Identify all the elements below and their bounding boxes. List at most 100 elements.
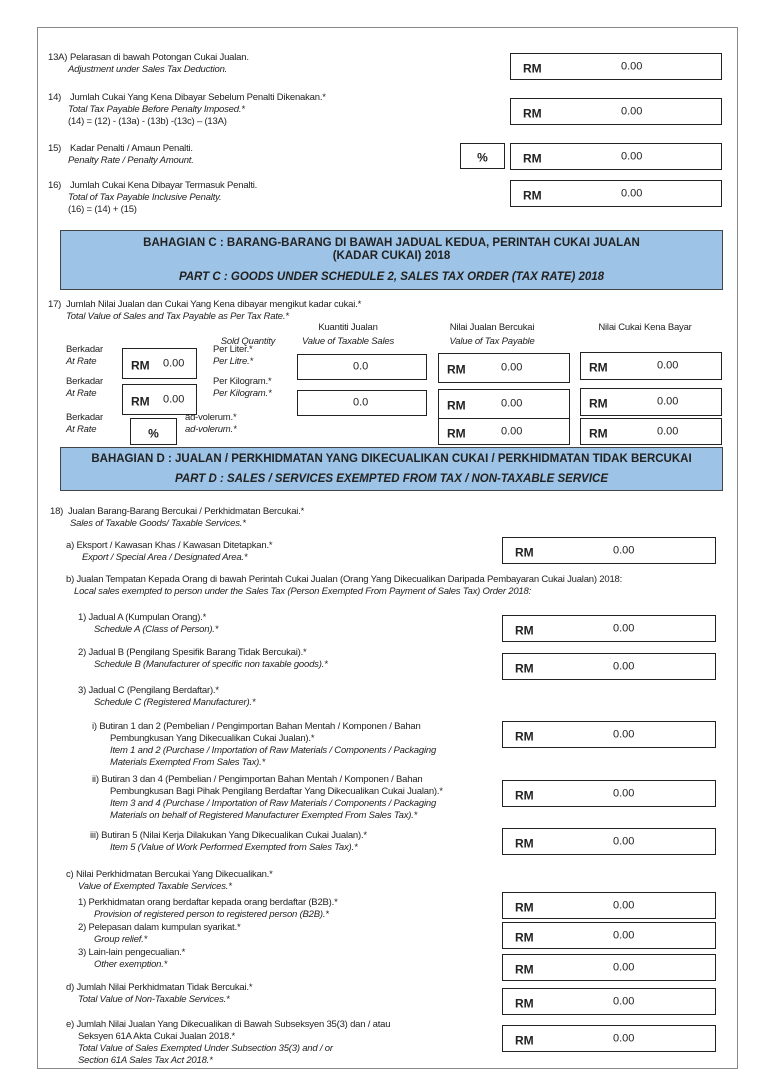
tax-payable-field-2[interactable]: RM 0.00	[580, 418, 722, 445]
field-value: 0.00	[613, 786, 635, 799]
rate-field-1[interactable]: RM 0.00	[122, 384, 197, 415]
part-d-e-ms1-text: e) Jumlah Nilai Jualan Yang Dikecualikan…	[66, 1019, 391, 1030]
field-value: 0.00	[613, 960, 635, 973]
field-value: 0.00	[621, 104, 643, 117]
part-d-b1-ms-text: 1) Jadual A (Kumpulan Orang).*	[78, 612, 207, 623]
rate-percent-field-2[interactable]: %	[130, 418, 177, 445]
currency-label: RM	[589, 396, 608, 411]
items-s16-ms-text: Jumlah Cukai Kena Dibayar Termasuk Penal…	[70, 180, 258, 191]
part-d-header: BAHAGIAN D : JUALAN / PERKHIDMATAN YANG …	[60, 447, 723, 491]
currency-label: RM	[515, 1032, 534, 1047]
part-d-b3iii-en-text: Item 5 (Value of Work Performed Exempted…	[110, 842, 358, 853]
field-value: 0.00	[621, 186, 643, 199]
part-c-rows-2-rate-en-text: At Rate	[66, 424, 97, 435]
currency-label: RM	[131, 357, 150, 372]
item-5-field[interactable]: RM 0.00	[502, 828, 716, 855]
currency-label: RM	[589, 360, 608, 375]
part-c-q17-ms-text: Jumlah Nilai Jualan dan Cukai Yang Kena …	[66, 299, 362, 310]
tax-payable-field-1[interactable]: RM 0.00	[580, 388, 722, 416]
part-d-b1-en-text: Schedule A (Class of Person).*	[94, 624, 219, 635]
part-c-rows-2-unit-en-text: ad-volerum.*	[185, 424, 237, 435]
tax-payable-field-0[interactable]: RM 0.00	[580, 352, 722, 380]
taxable-sales-field-2[interactable]: RM 0.00	[438, 418, 570, 445]
part-d-b2-ms-text: 2) Jadual B (Pengilang Spesifik Barang T…	[78, 647, 307, 658]
penalty-rate-field[interactable]: %	[460, 143, 505, 169]
field-value: 0.00	[613, 834, 635, 847]
part-d-c-en-text: Value of Exempted Taxable Services.*	[78, 881, 232, 892]
part-d-q18-ms-text: Jualan Barang-Barang Bercukai / Perkhidm…	[68, 506, 305, 517]
field-value: 0.00	[613, 621, 635, 634]
items-s13A-ms-text: Pelarasan di bawah Potongan Cukai Jualan…	[70, 52, 249, 63]
part-d-b3ii-ms2-text: Pembungkusan Bagi Pihak Pengilang Berdaf…	[110, 786, 443, 797]
items-s15-num-text: 15)	[48, 143, 62, 154]
item-3-4-field[interactable]: RM 0.00	[502, 780, 716, 807]
part-d-b3iii-ms-text: iii) Butiran 5 (Nilai Kerja Dilakukan Ya…	[90, 830, 367, 841]
part-d-c3-ms-text: 3) Lain-lain pengecualian.*	[78, 947, 186, 958]
field-value: 0.00	[621, 149, 643, 162]
exempted-sales-35-3-field[interactable]: RM 0.00	[502, 1025, 716, 1052]
part-d-c-ms-text: c) Nilai Perkhidmatan Bercukai Yang Dike…	[66, 869, 273, 880]
part-c-rows-1-rate-ms-text: Berkadar	[66, 376, 103, 387]
field-value: 0.0	[353, 360, 369, 373]
field-value: 0.00	[501, 424, 523, 437]
rate-field-0[interactable]: RM 0.00	[122, 348, 197, 379]
currency-label: RM	[131, 393, 150, 408]
export-field[interactable]: RM 0.00	[502, 537, 716, 564]
items-s16-en-text: Total of Tax Payable Inclusive Penalty.	[68, 192, 222, 203]
part-c-rows-2-rate-ms-text: Berkadar	[66, 412, 103, 423]
tax-before-penalty-field[interactable]: RM 0.00	[510, 98, 722, 125]
adjustment-field[interactable]: RM 0.00	[510, 53, 722, 80]
items-s13A-en-text: Adjustment under Sales Tax Deduction.	[68, 64, 228, 75]
field-value: 0.00	[621, 59, 643, 72]
part-d-e-en2-text: Section 61A Sales Tax Act 2018.*	[78, 1055, 213, 1066]
b2b-field[interactable]: RM 0.00	[502, 892, 716, 919]
part-c-title-ms-2: (KADAR CUKAI) 2018	[332, 250, 451, 262]
items-s16-formula-text: (16) = (14) + (15)	[68, 204, 137, 215]
currency-label: RM	[523, 150, 542, 165]
currency-label: RM	[447, 425, 466, 440]
part-c-rows-1-rate-en-text: At Rate	[66, 388, 97, 399]
part-c-rows-0-unit-en-text: Per Litre.*	[213, 356, 254, 367]
items-s14-formula-text: (14) = (12) - (13a) - (13b) -(13c) – (13…	[68, 116, 227, 127]
group-relief-field[interactable]: RM 0.00	[502, 922, 716, 949]
currency-label: RM	[515, 899, 534, 914]
taxable-sales-field-1[interactable]: RM 0.00	[438, 389, 570, 419]
items-s13A-num-text: 13A)	[48, 52, 68, 63]
currency-label: RM	[515, 929, 534, 944]
part-d-a-en-text: Export / Special Area / Designated Area.…	[82, 552, 248, 563]
other-exemption-field[interactable]: RM 0.00	[502, 954, 716, 981]
currency-label: RM	[515, 728, 534, 743]
currency-label: RM	[523, 60, 542, 75]
part-c-headers-qty-ms-text: Kuantiti Jualan	[318, 322, 378, 333]
taxable-sales-field-0[interactable]: RM 0.00	[438, 353, 570, 383]
part-d-c1-ms-text: 1) Perkhidmatan orang berdaftar kepada o…	[78, 897, 338, 908]
part-c-title-ms-1: BAHAGIAN C : BARANG-BARANG DI BAWAH JADU…	[143, 237, 640, 249]
tax-inclusive-penalty-field[interactable]: RM 0.00	[510, 180, 722, 207]
currency-label: RM	[447, 398, 466, 413]
currency-label: RM	[515, 544, 534, 559]
part-d-b3ii-en2-text: Materials on behalf of Registered Manufa…	[110, 810, 418, 821]
part-c-rows-0-rate-ms-text: Berkadar	[66, 344, 103, 355]
percent-symbol: %	[148, 425, 159, 440]
items-s15-ms-text: Kadar Penalti / Amaun Penalti.	[70, 143, 193, 154]
part-c-rows-1-unit-ms-text: Per Kilogram.*	[213, 376, 272, 387]
currency-label: RM	[523, 187, 542, 202]
part-d-b3i-en1-text: Item 1 and 2 (Purchase / Importation of …	[110, 745, 437, 756]
schedule-b-field[interactable]: RM 0.00	[502, 653, 716, 680]
currency-label: RM	[515, 995, 534, 1010]
items-s14-ms-text: Jumlah Cukai Yang Kena Dibayar Sebelum P…	[70, 92, 326, 103]
item-1-2-field[interactable]: RM 0.00	[502, 721, 716, 748]
quantity-field-1[interactable]: 0.0	[297, 390, 427, 416]
part-d-c3-en-text: Other exemption.*	[94, 959, 168, 970]
quantity-field-0[interactable]: 0.0	[297, 354, 427, 380]
items-s15-en-text: Penalty Rate / Penalty Amount.	[68, 155, 194, 166]
schedule-a-field[interactable]: RM 0.00	[502, 615, 716, 642]
penalty-amount-field[interactable]: RM 0.00	[510, 143, 722, 170]
part-d-b3i-en2-text: Materials Exempted From Sales Tax).*	[110, 757, 266, 768]
part-c-headers-tax-ms-text: Nilai Cukai Kena Bayar	[598, 322, 692, 333]
currency-label: RM	[515, 961, 534, 976]
part-d-d-en-text: Total Value of Non-Taxable Services.*	[78, 994, 230, 1005]
part-c-headers-sales-ms-text: Nilai Jualan Bercukai	[449, 322, 535, 333]
field-value: 0.00	[657, 395, 679, 408]
non-taxable-services-field[interactable]: RM 0.00	[502, 988, 716, 1015]
